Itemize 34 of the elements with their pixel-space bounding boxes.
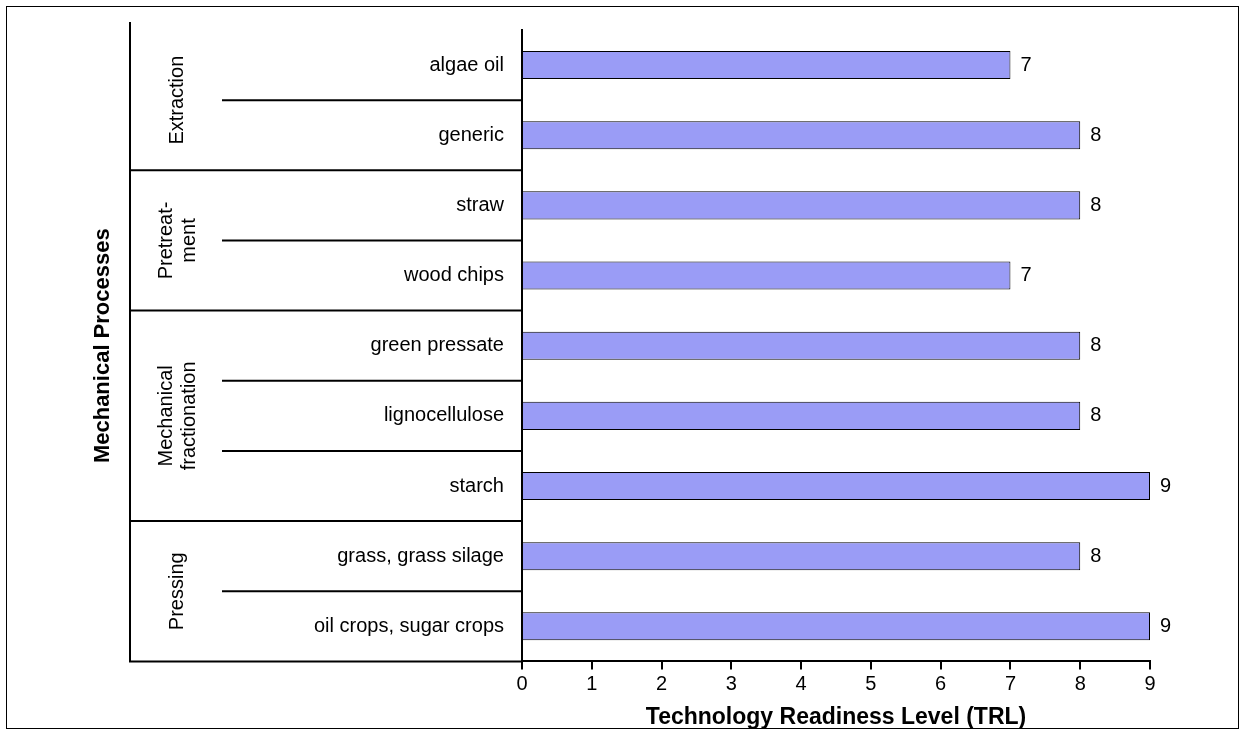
text: Pressing <box>164 552 187 631</box>
y-tick-label: algae oil <box>429 52 504 75</box>
data-label: 8 <box>1090 543 1102 566</box>
data-label: 8 <box>1090 403 1102 426</box>
y-tick-label: generic <box>438 122 504 145</box>
x-tick-label: 5 <box>865 671 877 694</box>
y-tick-label: lignocellulose <box>383 403 504 426</box>
y-tick-label: oil crops, sugar crops <box>313 613 504 636</box>
x-tick-label: 3 <box>725 671 737 694</box>
x-axis-title: Technology Readiness Level (TRL) <box>645 702 1027 729</box>
x-tick-label: 1 <box>586 671 598 694</box>
y-tick-label: straw <box>456 192 505 215</box>
text: Mechanical fractionation <box>153 361 199 471</box>
text: Extraction <box>164 55 187 145</box>
x-tick-label: 6 <box>935 671 947 694</box>
x-tick-label: 4 <box>795 671 807 694</box>
y-tick-label: grass, grass silage <box>337 543 504 566</box>
x-tick-label: 9 <box>1144 671 1156 694</box>
y-tick-label: green pressate <box>370 333 504 356</box>
x-tick-label: 0 <box>516 671 528 694</box>
data-label: 7 <box>1020 52 1032 75</box>
data-label: 9 <box>1160 473 1172 496</box>
data-label: 9 <box>1160 613 1172 636</box>
text: Pretreat-ment <box>153 201 199 280</box>
x-tick-label: 8 <box>1074 671 1086 694</box>
data-label: 7 <box>1020 263 1032 286</box>
data-label: 8 <box>1090 192 1102 215</box>
y-tick-label: wood chips <box>402 263 504 286</box>
x-tick-label: 2 <box>655 671 668 694</box>
data-label: 8 <box>1090 333 1102 356</box>
text: Mechanical Processes <box>89 228 115 464</box>
x-tick-label: 7 <box>1004 671 1017 694</box>
y-tick-label: starch <box>449 473 504 496</box>
data-label: 8 <box>1090 122 1102 145</box>
